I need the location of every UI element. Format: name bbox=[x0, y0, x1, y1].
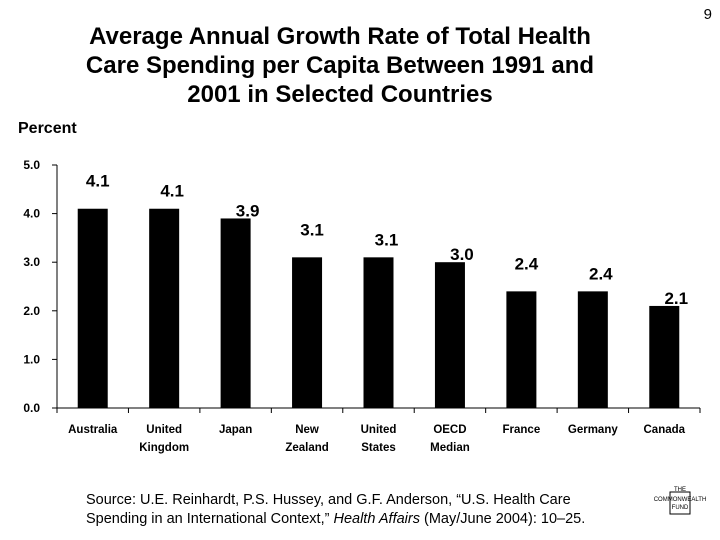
bar-3 bbox=[292, 257, 323, 408]
x-category-label: United bbox=[361, 424, 397, 436]
commonwealth-fund-logo: THE COMMONWEALTH FUND bbox=[654, 487, 707, 515]
source-journal: Health Affairs bbox=[333, 511, 420, 527]
y-tick-label: 2.0 bbox=[23, 304, 40, 318]
x-category-label: Germany bbox=[568, 424, 618, 436]
logo-frame bbox=[669, 491, 691, 515]
y-tick-label: 4.0 bbox=[23, 207, 40, 221]
data-label: 3.9 bbox=[236, 201, 260, 220]
x-category-label: Median bbox=[430, 442, 470, 454]
data-label: 3.0 bbox=[450, 245, 474, 264]
source-text-part-2: (May/June 2004): 10–25. bbox=[419, 511, 586, 527]
y-tick-label: 3.0 bbox=[23, 255, 40, 269]
x-category-label: France bbox=[503, 424, 541, 436]
x-category-label: New bbox=[295, 424, 319, 436]
data-label: 4.1 bbox=[160, 182, 184, 201]
bar-4 bbox=[363, 257, 394, 408]
x-category-label: Zealand bbox=[285, 442, 328, 454]
bar-2 bbox=[220, 218, 251, 408]
chart-title: Average Annual Growth Rate of Total Heal… bbox=[10, 22, 670, 109]
logo-text-the: THE bbox=[674, 487, 686, 493]
x-category-label: OECD bbox=[433, 424, 466, 436]
y-tick-label: 0.0 bbox=[23, 401, 40, 415]
bar-7 bbox=[577, 291, 608, 408]
x-category-label: United bbox=[146, 424, 182, 436]
bar-5 bbox=[434, 262, 465, 408]
chart-title-line-3: 2001 in Selected Countries bbox=[187, 81, 493, 108]
x-category-label: States bbox=[361, 442, 396, 454]
slide-number: 9 bbox=[703, 6, 712, 23]
data-label: 2.4 bbox=[589, 264, 613, 283]
bar-8 bbox=[649, 305, 680, 408]
logo-text-fund: FUND bbox=[672, 505, 689, 511]
x-category-label: Kingdom bbox=[139, 442, 189, 454]
bar-chart: 0.0 1.0 2.0 3.0 4.0 5.0 4.1 Australia 4.1 United K… bbox=[23, 158, 701, 454]
x-category-label: Japan bbox=[219, 424, 252, 436]
y-axis-label: Percent bbox=[18, 120, 77, 137]
data-label: 2.1 bbox=[664, 289, 688, 308]
chart-title-line-2: Care Spending per Capita Between 1991 an… bbox=[85, 52, 595, 79]
x-category-label: Canada bbox=[644, 424, 686, 436]
bar-1 bbox=[149, 208, 180, 408]
bar-6 bbox=[506, 291, 537, 408]
data-label: 3.1 bbox=[375, 230, 399, 249]
data-label: 2.4 bbox=[515, 254, 539, 273]
logo-text-commonwealth: COMMONWEALTH bbox=[654, 497, 707, 503]
bar-0 bbox=[77, 208, 108, 408]
y-tick-label: 5.0 bbox=[23, 158, 40, 172]
data-label: 3.1 bbox=[300, 220, 324, 239]
source-citation: Source: U.E. Reinhardt, P.S. Hussey, and… bbox=[86, 491, 606, 529]
data-label: 4.1 bbox=[86, 172, 110, 191]
y-tick-label: 1.0 bbox=[23, 352, 40, 366]
source-text-part-1: Source: U.E. Reinhardt, P.S. Hussey, and… bbox=[86, 492, 571, 527]
x-category-label: Australia bbox=[68, 424, 118, 436]
chart-title-line-1: Average Annual Growth Rate of Total Heal… bbox=[89, 23, 591, 50]
